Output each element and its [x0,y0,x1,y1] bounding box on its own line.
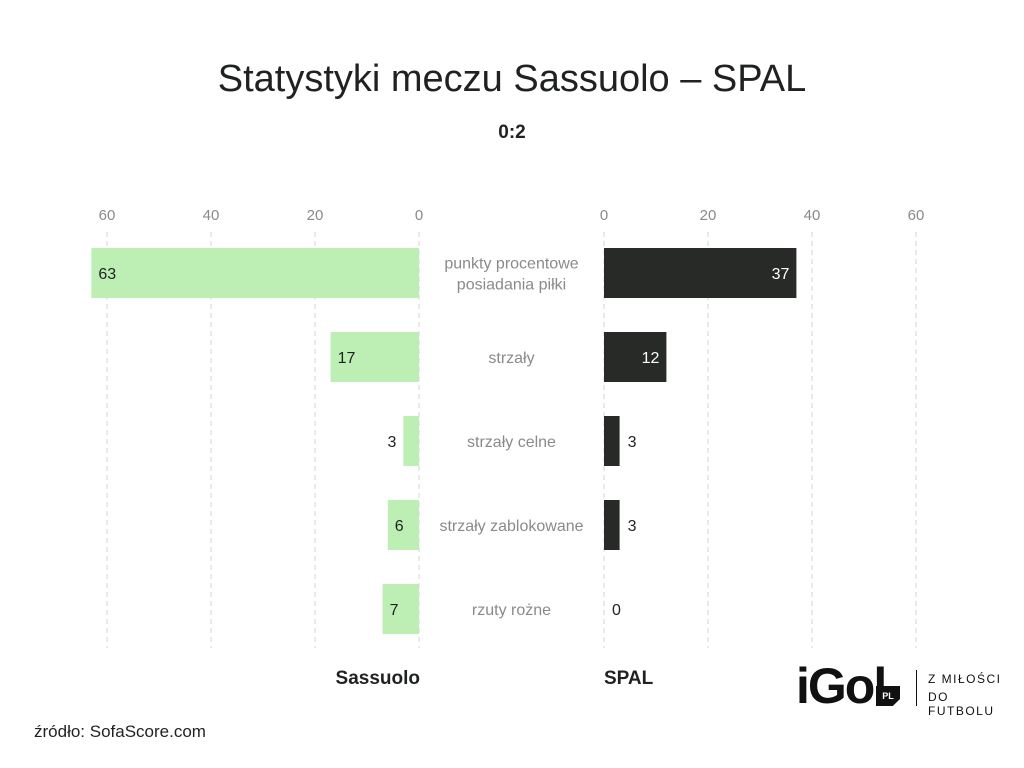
tick-label-right: 0 [600,207,608,224]
value-label-spal: 3 [628,434,637,451]
category-label: posiadania piłki [457,277,566,294]
bar-sassuolo [387,500,419,550]
logo-badge: PL [876,686,900,706]
match-score: 0:2 [498,122,526,143]
logo-divider [916,670,917,706]
tick-label-left: 40 [203,207,220,224]
team-label-left: Sassuolo [335,668,420,689]
tick-label-left: 0 [415,207,423,224]
logo-tagline-line-1: Z MIŁOŚCI [928,672,1002,686]
bar-sassuolo [330,332,419,382]
value-label-sassuolo: 6 [395,518,404,535]
value-label-spal: 0 [612,602,621,619]
bar-spal [604,416,620,466]
igol-logo: iGol PL Z MIŁOŚCI DO FUTBOLU [796,658,1016,718]
chart-title: Statystyki meczu Sassuolo – SPAL [217,58,807,100]
tick-label-left: 60 [99,207,116,224]
value-label-spal: 3 [628,518,637,535]
logo-tagline-line-2: DO FUTBOLU [928,690,995,718]
value-label-sassuolo: 7 [390,602,399,619]
source-note: źródło: SofaScore.com [34,722,206,741]
bar-sassuolo [382,584,419,634]
bar-spal [604,500,620,550]
bar-spal [604,248,797,298]
tick-label-left: 20 [307,207,324,224]
value-label-sassuolo: 17 [338,350,356,367]
bar-sassuolo [403,416,419,466]
tick-label-right: 40 [804,207,821,224]
category-label: strzały celne [467,434,556,451]
tick-label-right: 20 [700,207,717,224]
category-label: punkty procentowe [444,256,578,273]
logo-wordmark: iGol [796,658,887,714]
bar-sassuolo [91,248,420,298]
value-label-spal: 12 [642,350,660,367]
value-label-sassuolo: 3 [387,434,396,451]
tick-label-right: 60 [908,207,925,224]
bar-spal [604,332,667,382]
category-label: strzały zablokowane [439,518,583,535]
value-label-sassuolo: 63 [98,266,116,283]
team-label-right: SPAL [604,668,654,689]
category-label: strzały [488,350,534,367]
category-label: rzuty rożne [472,602,551,619]
value-label-spal: 37 [772,266,790,283]
